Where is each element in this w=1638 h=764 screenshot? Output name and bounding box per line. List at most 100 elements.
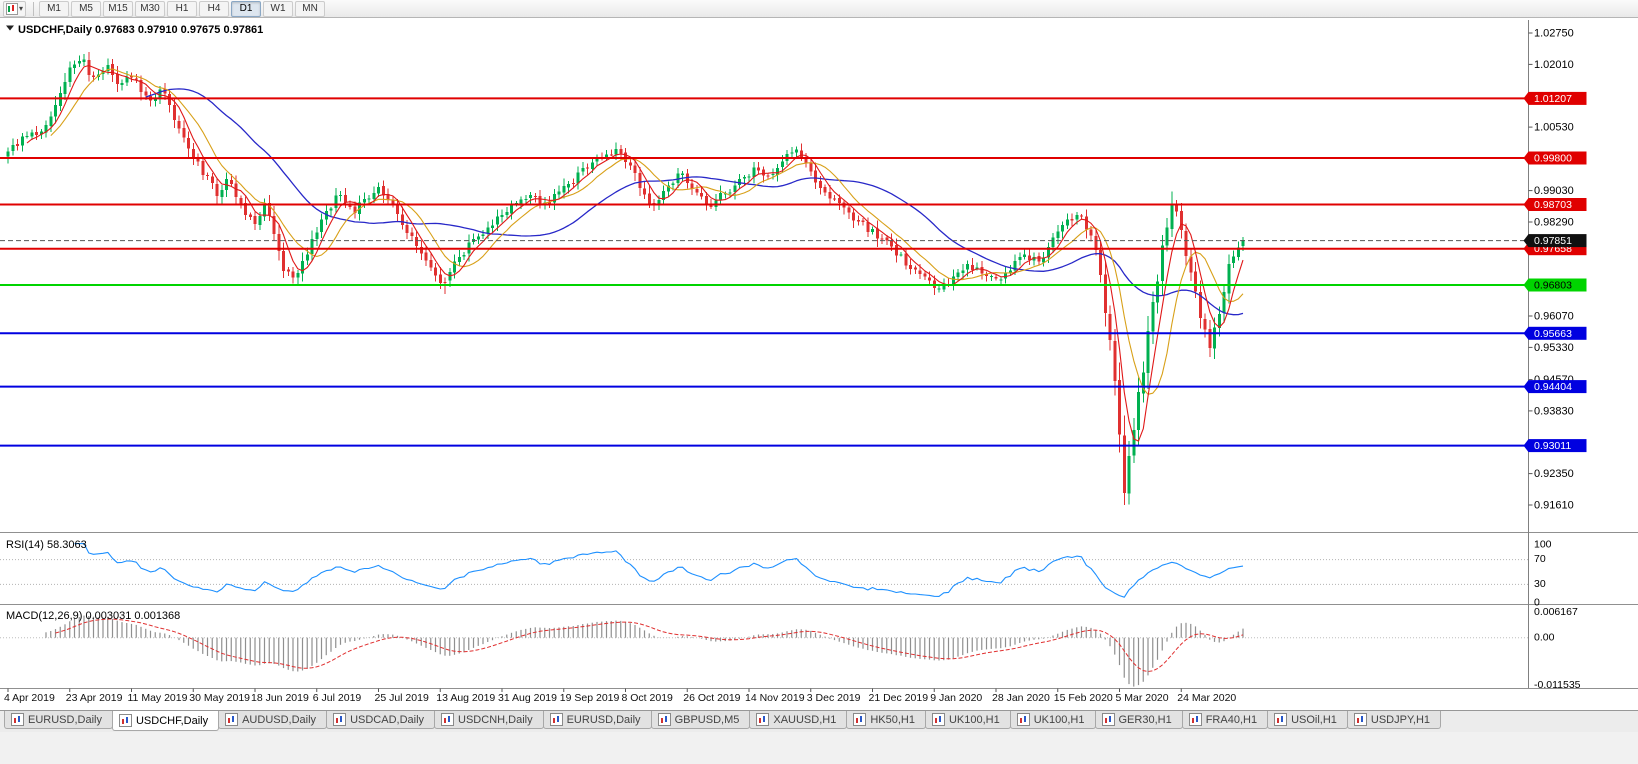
chart-tab-audusd-daily[interactable]: AUDUSD,Daily [218, 711, 328, 729]
timeframe-button-h1[interactable]: H1 [167, 0, 198, 17]
timeframe-button-w1[interactable]: W1 [263, 0, 294, 17]
chart-tab-usdcad-daily[interactable]: USDCAD,Daily [326, 711, 436, 729]
price-tick-label: 0.91610 [1534, 500, 1574, 512]
rsi-scale-label: 70 [1534, 553, 1546, 565]
chart-tab-icon [1274, 713, 1288, 726]
date-tick-label: 14 Nov 2019 [745, 692, 805, 704]
price-tick-label: 1.02010 [1534, 59, 1574, 71]
chart-tab-xauusd-h1[interactable]: XAUUSD,H1 [749, 711, 848, 729]
macd-panel [0, 615, 1529, 687]
rsi-title: RSI(14) 58.3063 [6, 539, 87, 551]
date-tick-label: 26 Oct 2019 [683, 692, 740, 704]
ma-slow-line [145, 88, 1244, 316]
date-tick-label: 5 Mar 2020 [1116, 692, 1169, 704]
timeframe-button-h4[interactable]: H4 [199, 0, 230, 17]
price-level-label: 0.95663 [1534, 328, 1572, 340]
timeframe-button-d1[interactable]: D1 [231, 0, 262, 17]
chart-tab-label: USOil,H1 [1291, 713, 1337, 726]
chart-tab-usoil-h1[interactable]: USOil,H1 [1267, 711, 1348, 729]
chart-tab-gbpusd-m5[interactable]: GBPUSD,M5 [650, 711, 751, 729]
timeframe-toolbar: ▾ M1 M5 M15 M30 H1 H4 D1 W1 MN [0, 0, 1638, 18]
chart-tab-uk100-h1[interactable]: UK100,H1 [1009, 711, 1096, 729]
chart-window: 1.02750 1.02010 1.00530 0.99030 0.98290 0.960… [0, 18, 1638, 710]
chart-tab-usdchf-daily[interactable]: USDCHF,Daily [111, 711, 220, 731]
date-tick-label: 4 Apr 2019 [4, 692, 55, 704]
timeframe-buttons: M1 M5 M15 M30 H1 H4 D1 W1 MN [38, 0, 326, 17]
price-tick-label: 0.95330 [1534, 342, 1574, 354]
price-level-label: 0.96803 [1534, 280, 1572, 292]
chart-tab-ger30-h1[interactable]: GER30,H1 [1094, 711, 1183, 729]
date-tick-label: 23 Apr 2019 [66, 692, 123, 704]
price-tick-label: 0.93830 [1534, 405, 1574, 417]
chart-tab-bar: EURUSD,Daily USDCHF,Daily AUDUSD,Daily USDC… [0, 710, 1638, 732]
chart-canvas[interactable]: 1.02750 1.02010 1.00530 0.99030 0.98290 0.960… [0, 18, 1638, 710]
macd-title: MACD(12,26,9) 0.003031 0.001368 [6, 610, 180, 622]
price-tick-label: 0.92350 [1534, 468, 1574, 480]
rsi-scale-label: 30 [1534, 578, 1546, 590]
price-level-label: 1.01207 [1534, 93, 1572, 105]
chart-tab-icon [1101, 713, 1115, 726]
date-axis[interactable]: 4 Apr 2019 23 Apr 2019 11 May 2019 30 May 2… [0, 688, 1638, 705]
price-level-label: 0.99800 [1534, 153, 1572, 165]
rsi-scale-label: 100 [1534, 539, 1552, 551]
chart-tab-icon [1016, 713, 1030, 726]
chart-tab-uk100-h1[interactable]: UK100,H1 [924, 711, 1011, 729]
chart-tab-label: USDJPY,H1 [1370, 713, 1431, 726]
timeframe-button-mn[interactable]: MN [295, 0, 326, 17]
toolbar-separator [33, 1, 35, 16]
chart-tab-label: UK100,H1 [1033, 713, 1085, 726]
chart-tab-label: USDCAD,Daily [350, 713, 425, 726]
chart-tab-label: EURUSD,Daily [28, 713, 102, 726]
chart-tab-icon [225, 713, 239, 726]
price-tick-label: 1.00530 [1534, 122, 1574, 134]
status-strip [0, 732, 1638, 764]
chart-tab-icon [549, 713, 563, 726]
date-tick-label: 21 Dec 2019 [869, 692, 929, 704]
chart-tab-label: GER30,H1 [1118, 713, 1172, 726]
chart-title: USDCHF,Daily 0.97683 0.97910 0.97675 0.9… [18, 24, 263, 36]
chart-tab-icon [756, 713, 770, 726]
candlestick-series [6, 51, 1245, 505]
candlestick-chart-icon [6, 2, 18, 15]
timeframe-button-m30[interactable]: M30 [135, 0, 166, 17]
chart-tab-label: AUDUSD,Daily [242, 713, 317, 726]
timeframe-button-m15[interactable]: M15 [103, 0, 134, 17]
price-tick-label: 0.98290 [1534, 217, 1574, 229]
date-tick-label: 31 Aug 2019 [498, 692, 557, 704]
chart-tab-icon [333, 713, 347, 726]
timeframe-button-m1[interactable]: M1 [39, 0, 70, 17]
date-tick-label: 19 Sep 2019 [560, 692, 620, 704]
date-tick-label: 30 May 2019 [189, 692, 250, 704]
chart-tab-label: XAUUSD,H1 [773, 713, 837, 726]
macd-scale-label: 0.00 [1534, 632, 1555, 644]
chart-tab-icon [11, 713, 24, 726]
chart-tab-icon [931, 713, 945, 726]
date-tick-label: 6 Jul 2019 [313, 692, 362, 704]
chart-tab-usdjpy-h1[interactable]: USDJPY,H1 [1346, 711, 1442, 729]
chart-tab-label: GBPUSD,M5 [674, 713, 740, 726]
chart-tab-fra40-h1[interactable]: FRA40,H1 [1181, 711, 1269, 729]
chart-tab-label: EURUSD,Daily [566, 713, 641, 726]
chart-tab-eurusd-daily[interactable]: EURUSD,Daily [4, 711, 113, 729]
rsi-panel [0, 559, 1529, 585]
price-axis[interactable]: 1.02750 1.02010 1.00530 0.99030 0.98290 0.960… [1523, 20, 1587, 691]
chart-tab-label: HK50,H1 [870, 713, 915, 726]
price-tick-label: 1.02750 [1534, 28, 1574, 40]
ma-fast-line [26, 64, 1244, 442]
chart-type-button[interactable]: ▾ [3, 0, 27, 17]
chart-tab-eurusd-daily[interactable]: EURUSD,Daily [542, 711, 652, 729]
chart-tab-label: USDCHF,Daily [135, 714, 209, 727]
date-tick-label: 24 Mar 2020 [1177, 692, 1236, 704]
date-tick-label: 25 Jul 2019 [375, 692, 429, 704]
price-level-label: 0.98703 [1534, 199, 1572, 211]
rsi-line [74, 542, 1244, 598]
chart-tab-usdcnh-daily[interactable]: USDCNH,Daily [434, 711, 544, 729]
date-tick-label: 13 Aug 2019 [436, 692, 495, 704]
timeframe-button-m5[interactable]: M5 [71, 0, 102, 17]
chevron-down-icon: ▾ [19, 3, 24, 13]
chart-tab-hk50-h1[interactable]: HK50,H1 [846, 711, 926, 729]
date-tick-label: 9 Jan 2020 [930, 692, 982, 704]
chart-menu-icon[interactable] [6, 25, 14, 31]
date-tick-label: 18 Jun 2019 [251, 692, 309, 704]
